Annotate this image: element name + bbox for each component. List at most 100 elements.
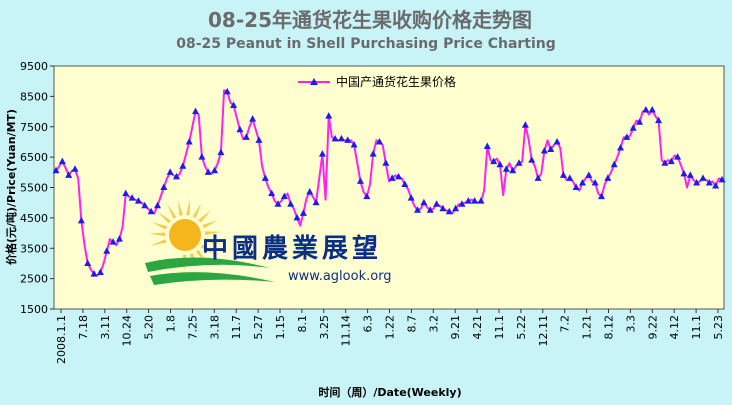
data-point-marker [128, 194, 136, 201]
data-point-marker [490, 157, 498, 165]
data-point-marker [122, 189, 130, 197]
data-point-marker [337, 134, 345, 142]
data-point-marker [667, 157, 675, 165]
x-tick-label: 9.21 [449, 315, 462, 340]
data-point-marker [407, 194, 415, 201]
y-tick-label: 6500 [20, 151, 48, 164]
data-point-marker [179, 162, 187, 169]
data-point-marker [306, 188, 314, 195]
data-point-marker [77, 216, 85, 224]
sun-ray [178, 199, 183, 216]
x-tick-label: 3.3 [624, 315, 637, 333]
y-tick-label: 4500 [20, 212, 48, 225]
data-point-marker [433, 200, 441, 207]
x-axis-label: 时间（周）/Date(Weekly) [318, 385, 461, 399]
x-tick-label: 11.7 [230, 315, 243, 340]
data-point-marker [103, 247, 111, 254]
data-point-marker [274, 200, 282, 207]
data-point-marker [325, 112, 333, 119]
data-point-marker [217, 148, 225, 156]
data-point-marker [578, 178, 586, 186]
series-markers [52, 87, 726, 277]
data-point-marker [686, 171, 694, 178]
data-point-marker [629, 124, 637, 131]
data-point-marker [636, 118, 644, 125]
x-tick-label: 6.3 [362, 315, 375, 333]
sun-ray [186, 199, 190, 216]
data-point-marker [153, 201, 161, 209]
sun-ray [203, 238, 220, 244]
x-tick-label: 5.20 [143, 315, 156, 340]
data-point-marker [344, 136, 352, 143]
data-point-marker [483, 142, 491, 149]
data-point-marker [496, 160, 504, 168]
data-point-marker [471, 197, 479, 204]
data-point-marker [363, 192, 371, 200]
x-tick-label: 11.1 [493, 315, 506, 340]
data-point-marker [71, 165, 79, 172]
x-tick-label: 3.18 [208, 315, 221, 340]
sun-ray [166, 203, 177, 219]
data-point-marker [445, 207, 453, 215]
x-tick-label: 7.18 [77, 315, 90, 340]
data-point-marker [414, 206, 422, 213]
x-tick-label: 4.12 [668, 315, 681, 340]
data-point-marker [426, 206, 434, 213]
data-point-marker [439, 204, 447, 212]
x-tick-label: 12.11 [537, 315, 550, 347]
data-point-marker [502, 165, 510, 172]
data-point-marker [655, 116, 663, 124]
data-point-marker [674, 153, 682, 160]
data-point-marker [299, 209, 307, 216]
legend-marker-icon [310, 78, 318, 85]
watermark-url: www.aglook.org [288, 269, 392, 284]
legend: 中国产通货花生果价格 [298, 74, 456, 89]
data-point-marker [693, 178, 701, 186]
data-point-marker [477, 197, 485, 204]
data-point-marker [166, 168, 174, 175]
data-point-marker [705, 178, 713, 186]
data-point-marker [528, 156, 536, 163]
data-point-marker [230, 101, 238, 108]
data-point-marker [388, 174, 396, 181]
data-point-marker [141, 201, 149, 209]
data-point-marker [173, 172, 181, 180]
y-tick-label: 7500 [20, 121, 48, 134]
x-tick-label: 7.2 [559, 315, 572, 333]
data-point-marker [350, 140, 358, 148]
y-tick-label: 3500 [20, 242, 48, 255]
y-tick-label: 2500 [20, 273, 48, 286]
y-axis-ticks: 1500 2500 3500 4500 5500 6500 7500 8500 9500 [20, 60, 54, 316]
data-point-marker [534, 174, 542, 181]
data-point-marker [198, 153, 206, 160]
data-point-marker [661, 159, 669, 166]
data-point-marker [680, 169, 688, 177]
data-point-marker [96, 268, 104, 276]
x-tick-label: 8.12 [603, 315, 616, 340]
watermark-name: 中國農業展望 [202, 234, 382, 264]
data-point-marker [356, 177, 364, 184]
data-point-marker [464, 197, 472, 204]
data-point-marker [109, 238, 117, 245]
sun-ray [198, 210, 212, 223]
data-point-marker [553, 137, 561, 145]
data-point-marker [185, 137, 193, 145]
data-point-marker [515, 159, 523, 166]
data-point-marker [521, 121, 529, 128]
legend-label: 中国产通货花生果价格 [336, 74, 456, 89]
data-point-marker [261, 174, 269, 181]
x-tick-label: 1.15 [274, 315, 287, 340]
data-point-marker [318, 150, 326, 157]
sun-ray [202, 220, 218, 229]
data-point-marker [585, 171, 593, 178]
y-tick-label: 5500 [20, 182, 48, 195]
sun-ray [200, 244, 216, 255]
chart-subtitle: 08-25 Peanut in Shell Purchasing Price C… [176, 36, 556, 52]
x-tick-label: 3.2 [427, 315, 440, 333]
series-line-peanut-price [55, 89, 723, 277]
y-tick-label: 9500 [20, 60, 48, 73]
data-point-marker [211, 166, 219, 174]
data-point-marker [382, 159, 390, 166]
data-point-marker [509, 166, 517, 174]
sun-ray [151, 222, 168, 230]
